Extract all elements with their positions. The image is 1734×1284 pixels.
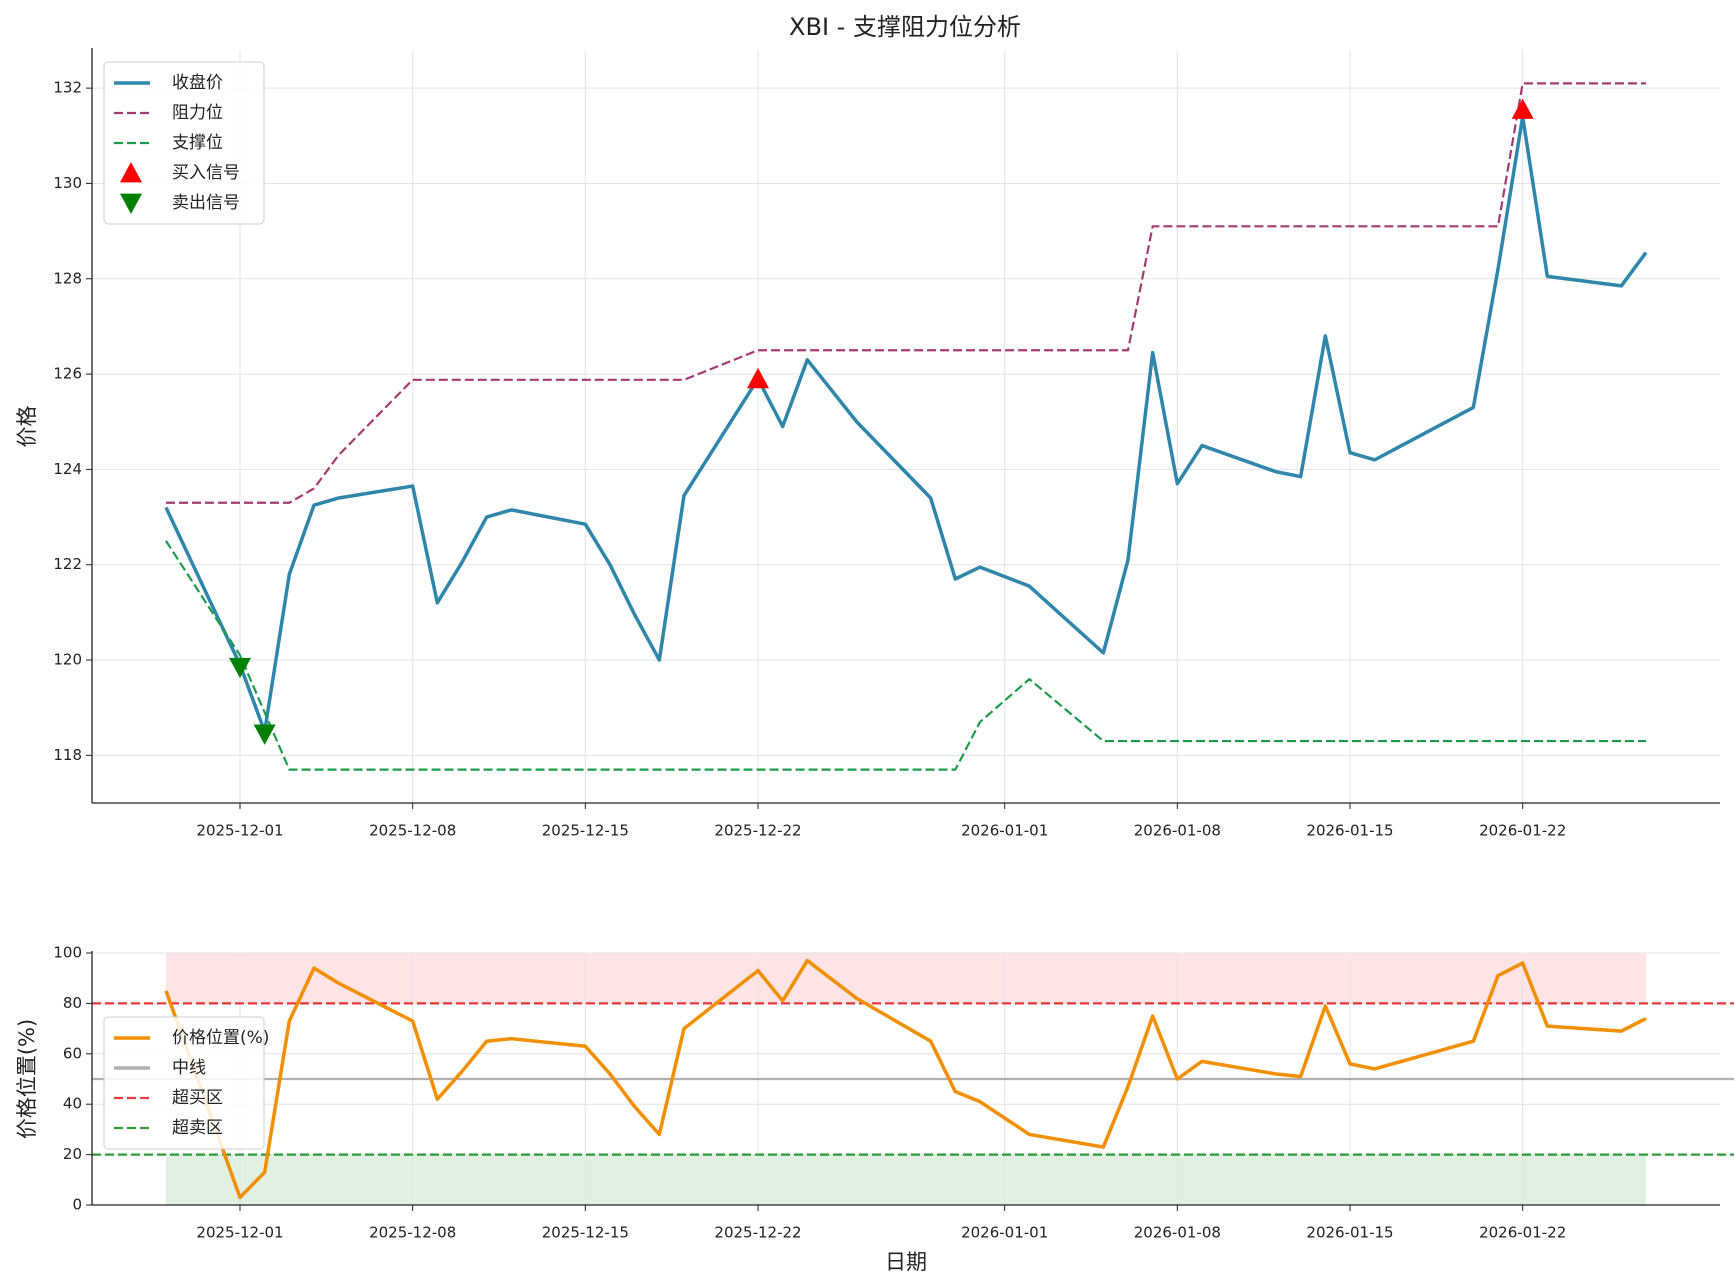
signal-marker — [1511, 98, 1534, 119]
series-line — [165, 540, 1646, 771]
x-tick-label: 2025-12-08 — [369, 1224, 456, 1242]
y-tick-label: 40 — [63, 1095, 82, 1113]
series-line — [164, 114, 1648, 734]
x-tick-label: 2026-01-08 — [1134, 822, 1221, 840]
x-tick-label: 2026-01-22 — [1479, 822, 1566, 840]
y-tick-label: 128 — [53, 269, 82, 287]
x-tick-label: 2026-01-01 — [961, 1224, 1048, 1242]
signal-marker — [229, 657, 251, 679]
legend-label: 价格位置(%) — [172, 1028, 269, 1048]
x-tick-label: 2026-01-08 — [1134, 1224, 1221, 1242]
y-tick-label: 120 — [53, 651, 82, 669]
chart-title: XBI - 支撑阻力位分析 — [789, 13, 1021, 41]
x-tick-label: 2025-12-15 — [542, 822, 629, 840]
legend-box — [103, 1016, 265, 1150]
y-tick-label: 126 — [53, 365, 82, 383]
y-axis-label: 价格位置(%) — [15, 1019, 39, 1139]
legend-label: 中线 — [172, 1058, 206, 1078]
series-line — [164, 958, 1647, 1200]
signal-marker — [253, 724, 276, 745]
legend-label: 超卖区 — [172, 1118, 223, 1138]
legend-label: 收盘价 — [172, 73, 223, 93]
y-tick-label: 130 — [53, 174, 82, 192]
legend-symbol — [120, 162, 142, 183]
series-line — [166, 82, 1646, 504]
x-tick-label: 2025-12-15 — [542, 1224, 629, 1242]
y-tick-label: 100 — [53, 944, 82, 962]
x-tick-label: 2025-12-22 — [714, 1224, 801, 1242]
y-tick-label: 80 — [63, 994, 82, 1012]
legend-label: 卖出信号 — [172, 193, 240, 213]
zone-band — [166, 1154, 1646, 1205]
x-tick-label: 2026-01-22 — [1479, 1224, 1566, 1242]
x-tick-label: 2026-01-15 — [1306, 1224, 1393, 1242]
legend-label: 买入信号 — [172, 163, 240, 183]
x-tick-label: 2025-12-22 — [714, 822, 801, 840]
legend-symbol — [120, 193, 142, 214]
x-tick-label: 2025-12-01 — [196, 822, 283, 840]
signal-marker — [747, 367, 769, 389]
x-axis-label: 日期 — [885, 1250, 927, 1274]
legend-label: 超买区 — [172, 1088, 223, 1108]
x-tick-label: 2026-01-01 — [961, 822, 1048, 840]
y-tick-label: 132 — [53, 79, 82, 97]
x-tick-label: 2026-01-15 — [1306, 822, 1393, 840]
x-tick-label: 2025-12-08 — [369, 822, 456, 840]
legend-label: 支撑位 — [172, 133, 223, 153]
y-tick-label: 118 — [53, 746, 82, 764]
x-tick-label: 2025-12-01 — [196, 1224, 283, 1242]
y-tick-label: 20 — [63, 1145, 82, 1163]
zone-band — [166, 953, 1646, 1004]
y-tick-label: 122 — [53, 555, 82, 573]
legend-label: 阻力位 — [172, 103, 223, 123]
y-tick-label: 0 — [72, 1196, 82, 1214]
y-tick-label: 124 — [53, 460, 82, 478]
y-axis-label: 价格 — [15, 406, 39, 448]
y-tick-label: 60 — [63, 1044, 82, 1062]
legend-box — [103, 61, 265, 225]
